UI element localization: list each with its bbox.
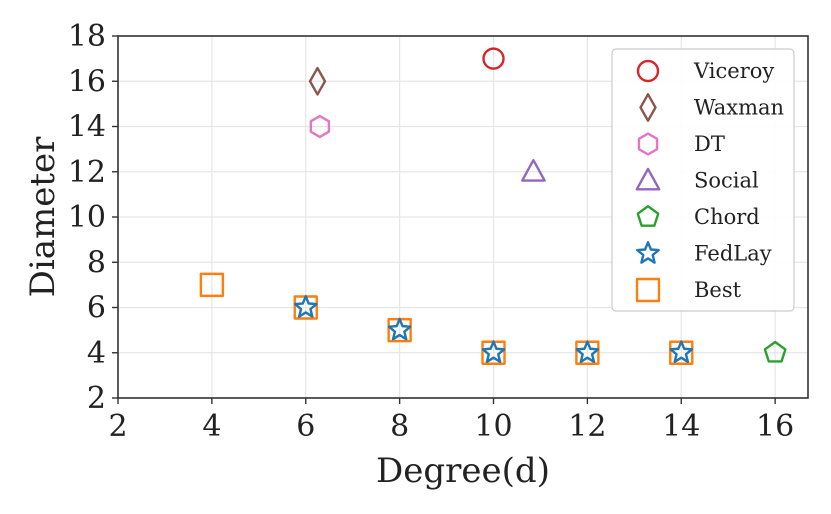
legend-box <box>611 48 795 312</box>
y-tick-label: 16 <box>68 64 106 99</box>
y-tick-label: 14 <box>68 110 106 145</box>
chord-point <box>763 340 787 363</box>
legend-marker-viceroy <box>636 59 660 83</box>
legend-item-best: Best <box>635 277 742 303</box>
best-point <box>199 272 225 298</box>
x-tick-label: 8 <box>390 409 409 444</box>
legend-item-dt: DT <box>637 132 725 156</box>
legend-item-chord: Chord <box>636 205 760 229</box>
y-tick-label: 18 <box>68 19 106 54</box>
x-tick-label: 4 <box>202 409 221 444</box>
series-waxman <box>308 66 327 96</box>
y-tick-label: 6 <box>87 291 106 326</box>
x-axis-ticks: 2 4 6 8 10 12 14 16 <box>108 398 794 444</box>
x-tick-label: 10 <box>474 409 512 444</box>
fedlay-point <box>575 340 600 364</box>
series-dt <box>309 114 331 139</box>
legend-marker-dt <box>637 132 659 156</box>
legend-label: Chord <box>694 205 760 229</box>
y-tick-label: 12 <box>68 155 106 190</box>
x-tick-label: 14 <box>662 409 700 444</box>
fedlay-point <box>669 340 694 364</box>
series-viceroy <box>482 47 505 70</box>
y-axis-label: Diameter <box>23 136 63 298</box>
legend-marker-social <box>635 167 661 191</box>
legend-marker-chord <box>636 205 660 227</box>
y-tick-label: 10 <box>68 200 106 235</box>
plot-frame <box>117 35 809 399</box>
viceroy-point <box>482 47 505 70</box>
series-fedlay <box>293 295 694 364</box>
legend-item-viceroy: Viceroy <box>636 59 774 83</box>
fedlay-point <box>293 295 318 318</box>
series-chord <box>763 340 787 363</box>
legend-label: Waxman <box>694 96 784 120</box>
y-tick-label: 4 <box>87 336 106 371</box>
x-tick-label: 12 <box>568 409 606 444</box>
y-tick-label: 8 <box>87 245 106 280</box>
fedlay-point <box>481 340 506 364</box>
series-social <box>520 158 546 182</box>
y-tick-label: 2 <box>87 381 106 416</box>
legend-label: DT <box>694 132 725 156</box>
legend-label: Viceroy <box>693 59 774 83</box>
legend-marker-fedlay <box>636 241 660 264</box>
legend: Viceroy Waxman DT Social Chord FedLay Best <box>611 48 795 312</box>
legend-label: FedLay <box>694 242 772 266</box>
legend-item-waxman: Waxman <box>639 93 784 122</box>
waxman-point <box>308 66 327 96</box>
x-axis-label: Degree(d) <box>376 451 550 491</box>
fedlay-point <box>387 317 412 341</box>
x-tick-label: 16 <box>756 409 794 444</box>
dt-point <box>309 114 331 139</box>
legend-item-fedlay: FedLay <box>636 241 772 266</box>
legend-label: Social <box>694 169 759 193</box>
y-axis-ticks: 2 4 6 8 10 12 14 16 18 <box>68 19 118 416</box>
legend-marker-waxman <box>639 93 657 122</box>
data-points <box>199 47 787 365</box>
x-tick-label: 6 <box>296 409 315 444</box>
legend-item-social: Social <box>635 167 759 193</box>
social-point <box>520 158 546 182</box>
legend-label: Best <box>694 278 742 302</box>
legend-marker-best <box>635 277 661 303</box>
x-tick-label: 2 <box>108 409 127 444</box>
